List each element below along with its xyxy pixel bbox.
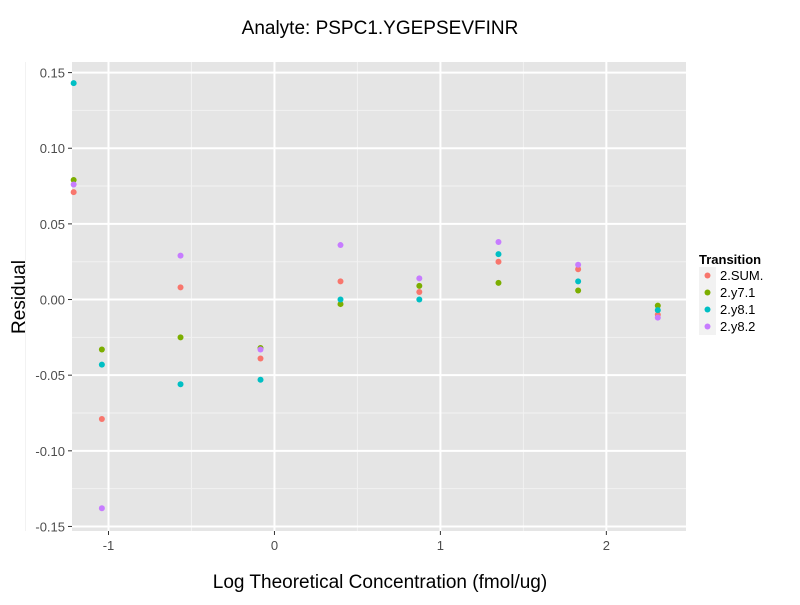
data-point-2-SUM [257, 355, 264, 362]
data-point-2-y8-1 [495, 251, 502, 258]
data-point-2-y7-1 [177, 334, 184, 341]
data-point-2-y8-2 [654, 314, 661, 321]
legend-marker [704, 272, 711, 279]
data-point-2-y8-2 [257, 346, 264, 353]
legend-label: 2.y8.1 [720, 302, 755, 317]
data-point-2-y8-2 [575, 261, 582, 268]
data-point-2-y7-1 [337, 301, 344, 308]
data-point-2-y7-1 [416, 282, 423, 289]
data-points [70, 80, 661, 512]
data-point-2-y8-1 [575, 278, 582, 285]
data-point-2-y8-2 [495, 239, 502, 246]
y-tick-label: 0.10 [40, 141, 65, 156]
data-point-2-y8-1 [416, 296, 423, 303]
x-tick-label: -1 [103, 538, 115, 553]
axis-ticks: -1 0 1 2 -0.15 -0.10 -0.05 0.00 0.05 0.10 0.15 [35, 66, 610, 553]
x-tick-label: 0 [271, 538, 278, 553]
data-point-2-SUM [98, 416, 105, 423]
data-point-2-y8-1 [337, 296, 344, 303]
data-point-2-y7-1 [70, 177, 77, 184]
data-point-2-SUM [177, 284, 184, 291]
legend-title: Transition [699, 252, 761, 267]
y-tick-label: -0.10 [35, 444, 65, 459]
data-point-2-y8-2 [416, 275, 423, 282]
plot-panel [72, 62, 686, 531]
chart-title: Analyte: PSPC1.YGEPSEVFINR [242, 18, 519, 39]
data-point-2-y7-1 [495, 279, 502, 286]
data-point-2-y8-2 [177, 252, 184, 259]
y-tick-label: -0.15 [35, 519, 65, 534]
data-point-2-y7-1 [98, 346, 105, 353]
data-point-2-SUM [70, 189, 77, 196]
data-point-2-y8-2 [98, 505, 105, 512]
y-tick-label: 0.00 [40, 293, 65, 308]
legend-marker [704, 323, 711, 330]
data-point-2-y8-1 [654, 307, 661, 314]
data-point-2-y8-2 [337, 242, 344, 249]
data-point-2-SUM [575, 266, 582, 273]
legend-label: 2.y7.1 [720, 285, 755, 300]
x-axis-label: Log Theoretical Concentration (fmol/ug) [213, 572, 547, 593]
data-point-2-y7-1 [575, 287, 582, 294]
gridlines [25, 62, 686, 531]
data-point-2-y8-2 [70, 181, 77, 188]
data-point-2-y8-1 [98, 361, 105, 368]
y-tick-label: -0.05 [35, 368, 65, 383]
data-point-2-y8-1 [70, 80, 77, 87]
x-tick-label: 1 [437, 538, 444, 553]
legend-label: 2.SUM. [720, 268, 763, 283]
data-point-2-y8-1 [257, 376, 264, 383]
data-point-2-y7-1 [654, 302, 661, 309]
data-point-2-SUM [495, 258, 502, 265]
y-tick-label: 0.15 [40, 66, 65, 81]
data-point-2-y8-1 [177, 381, 184, 388]
x-tick-label: 2 [603, 538, 610, 553]
legend-marker [704, 289, 711, 296]
data-point-2-SUM [337, 278, 344, 285]
data-point-2-SUM [416, 288, 423, 295]
y-axis-label: Residual [9, 260, 30, 334]
y-tick-label: 0.05 [40, 217, 65, 232]
legend: Transition 2.SUM. 2.y7.1 2.y8.1 2.y8.2 [699, 252, 763, 335]
legend-label: 2.y8.2 [720, 319, 755, 334]
legend-marker [704, 306, 711, 313]
